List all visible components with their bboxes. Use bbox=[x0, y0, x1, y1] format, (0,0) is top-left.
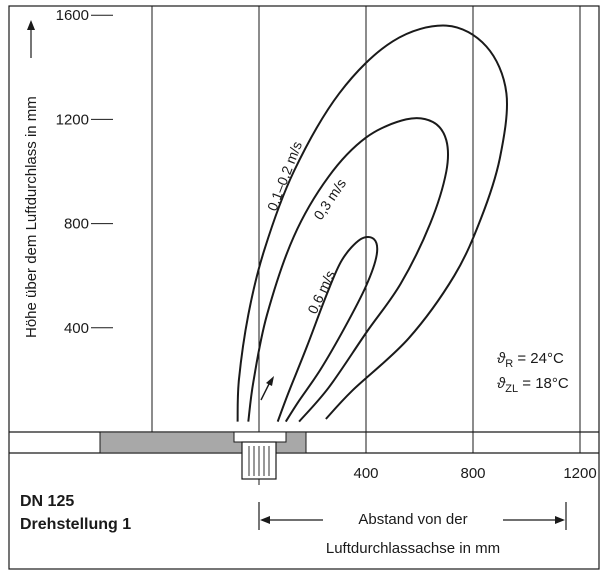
airflow-arrow-head bbox=[266, 376, 274, 386]
isovel-curve-2 bbox=[276, 235, 379, 423]
y-tick-label: 1200 bbox=[56, 111, 89, 128]
dimension-arrow-right bbox=[555, 516, 565, 524]
dimension-arrow-left bbox=[260, 516, 270, 524]
curve-label-1: 0,3 m/s bbox=[310, 176, 349, 223]
temp-room-subscript: R bbox=[505, 358, 513, 370]
x-tick-label: 1200 bbox=[563, 465, 596, 482]
plot-border bbox=[8, 5, 600, 570]
isovel-curve-0 bbox=[236, 24, 508, 422]
temp-room-symbol: ϑ bbox=[497, 350, 506, 367]
temp-room-value: = 24°C bbox=[513, 350, 564, 367]
temperature-room: ϑR = 24°C bbox=[497, 350, 564, 370]
diffuser-vanes bbox=[248, 446, 270, 476]
diffuser-nozzle-opening bbox=[233, 431, 287, 443]
svg-text:ϑR = 24°C: ϑR = 24°C bbox=[497, 350, 564, 370]
y-axis-arrow-head bbox=[27, 20, 35, 30]
x-tick-label: 400 bbox=[353, 465, 378, 482]
curve-label-2: 0,6 m/s bbox=[304, 268, 338, 316]
axis-ticks: 400 800 1200 1600 400 800 1200 bbox=[56, 7, 597, 482]
device-name: DN 125 bbox=[20, 493, 74, 510]
isovel-curves bbox=[236, 24, 508, 423]
y-tick-label: 800 bbox=[64, 216, 89, 233]
isovel-curve-1 bbox=[247, 117, 450, 423]
svg-text:ϑZL = 18°C: ϑZL = 18°C bbox=[497, 375, 569, 395]
x-tick-label: 800 bbox=[460, 465, 485, 482]
x-axis-title-line2: Luftdurchlassachse in mm bbox=[326, 540, 500, 557]
temperature-supply: ϑZL = 18°C bbox=[497, 375, 569, 395]
temp-supply-value: = 18°C bbox=[518, 375, 569, 392]
x-axis-title-line1: Abstand von der bbox=[358, 511, 467, 528]
temp-supply-symbol: ϑ bbox=[497, 375, 506, 392]
y-tick-label: 1600 bbox=[56, 7, 89, 24]
grid bbox=[151, 6, 581, 485]
ceiling bbox=[9, 376, 599, 480]
device-position: Drehstellung 1 bbox=[20, 516, 131, 533]
y-axis-title: Höhe über dem Luftdurchlass in mm bbox=[23, 96, 40, 338]
curve-label-0: 0,1–0,2 m/s bbox=[264, 139, 305, 213]
y-tick-label: 400 bbox=[64, 320, 89, 337]
temp-supply-subscript: ZL bbox=[505, 383, 518, 395]
airflow-arrow-shaft bbox=[260, 381, 271, 401]
